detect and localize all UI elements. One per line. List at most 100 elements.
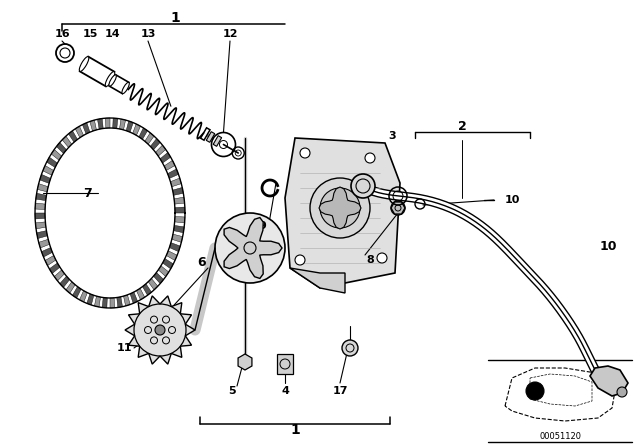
Text: 13: 13 (140, 29, 156, 39)
Circle shape (617, 387, 627, 397)
Polygon shape (90, 120, 97, 131)
Polygon shape (51, 150, 61, 160)
Polygon shape (224, 218, 282, 279)
Polygon shape (285, 138, 400, 288)
Polygon shape (116, 297, 122, 307)
Text: 7: 7 (84, 186, 92, 199)
Circle shape (377, 253, 387, 263)
Polygon shape (164, 160, 175, 171)
Text: 14: 14 (104, 29, 120, 39)
Circle shape (310, 178, 370, 238)
Polygon shape (124, 295, 130, 306)
Polygon shape (54, 270, 65, 281)
Polygon shape (168, 169, 179, 178)
Polygon shape (173, 225, 184, 233)
Text: 8: 8 (366, 255, 374, 265)
Polygon shape (130, 292, 138, 303)
Text: 5: 5 (228, 386, 236, 396)
Polygon shape (136, 289, 145, 300)
Polygon shape (47, 157, 58, 168)
Text: 3: 3 (388, 131, 396, 141)
Polygon shape (160, 152, 171, 163)
Polygon shape (43, 165, 54, 175)
Polygon shape (163, 258, 173, 269)
Polygon shape (172, 234, 182, 242)
Polygon shape (150, 138, 160, 150)
Polygon shape (35, 222, 46, 229)
Polygon shape (40, 174, 51, 183)
Polygon shape (154, 272, 164, 284)
Polygon shape (174, 197, 184, 204)
Polygon shape (102, 297, 108, 308)
Circle shape (215, 213, 285, 283)
Text: 2: 2 (458, 120, 467, 133)
Polygon shape (109, 75, 129, 94)
Polygon shape (145, 133, 154, 144)
Polygon shape (156, 145, 166, 156)
Polygon shape (56, 142, 67, 154)
Polygon shape (170, 178, 181, 187)
Polygon shape (200, 128, 210, 140)
Text: 10: 10 (504, 195, 520, 205)
Polygon shape (143, 284, 152, 295)
Polygon shape (87, 294, 94, 305)
Polygon shape (49, 263, 60, 274)
Polygon shape (60, 276, 70, 288)
Ellipse shape (109, 75, 116, 86)
Polygon shape (45, 255, 56, 266)
Text: 16: 16 (54, 29, 70, 39)
Polygon shape (42, 248, 52, 257)
Ellipse shape (122, 82, 129, 94)
Polygon shape (290, 268, 345, 293)
Polygon shape (126, 121, 133, 132)
Text: 9: 9 (258, 221, 266, 231)
Polygon shape (173, 187, 184, 195)
Text: 1: 1 (170, 11, 180, 25)
Polygon shape (590, 366, 628, 396)
Polygon shape (139, 128, 147, 139)
Polygon shape (166, 251, 177, 260)
Polygon shape (110, 298, 115, 308)
Polygon shape (66, 282, 75, 293)
Polygon shape (79, 291, 87, 302)
Polygon shape (62, 136, 72, 147)
Polygon shape (95, 296, 100, 307)
Circle shape (351, 174, 375, 198)
Text: 4: 4 (281, 386, 289, 396)
Circle shape (365, 153, 375, 163)
Polygon shape (35, 203, 45, 210)
Polygon shape (238, 354, 252, 370)
Circle shape (342, 340, 358, 356)
Ellipse shape (105, 72, 115, 86)
Circle shape (320, 188, 360, 228)
Polygon shape (36, 231, 47, 238)
Polygon shape (319, 187, 361, 229)
Polygon shape (37, 184, 48, 192)
Polygon shape (35, 213, 45, 219)
Polygon shape (120, 119, 125, 130)
Text: 00051120: 00051120 (539, 431, 581, 440)
Polygon shape (36, 193, 47, 201)
Text: 1: 1 (290, 423, 300, 437)
Polygon shape (206, 132, 215, 142)
Polygon shape (76, 126, 84, 138)
Ellipse shape (79, 56, 89, 72)
Polygon shape (175, 216, 185, 223)
Polygon shape (170, 243, 180, 252)
Circle shape (155, 325, 165, 335)
Polygon shape (213, 136, 221, 146)
Text: 11: 11 (116, 343, 132, 353)
Polygon shape (80, 56, 115, 86)
Polygon shape (391, 202, 405, 214)
Polygon shape (132, 124, 141, 135)
Polygon shape (125, 296, 195, 364)
Text: 6: 6 (198, 257, 206, 270)
Polygon shape (175, 207, 185, 213)
Text: 15: 15 (83, 29, 98, 39)
Text: 17: 17 (332, 386, 348, 396)
Circle shape (300, 148, 310, 158)
Polygon shape (68, 131, 77, 142)
Text: 10: 10 (599, 240, 617, 253)
Polygon shape (113, 118, 118, 129)
Circle shape (295, 255, 305, 265)
